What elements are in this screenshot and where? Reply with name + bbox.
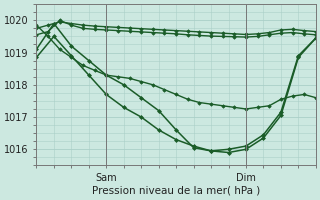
X-axis label: Pression niveau de la mer( hPa ): Pression niveau de la mer( hPa ) bbox=[92, 186, 260, 196]
